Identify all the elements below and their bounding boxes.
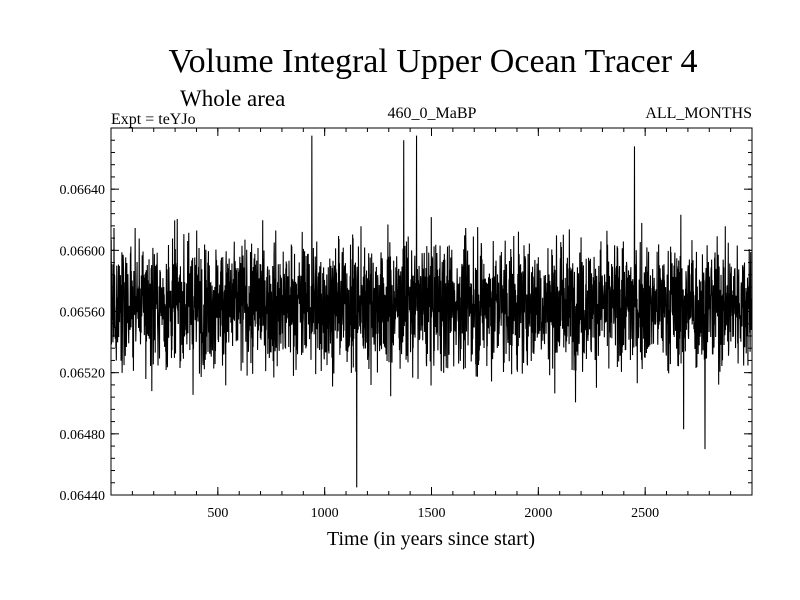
x-tick-label: 2000 [524,506,552,521]
series-line [110,135,753,488]
y-tick-label: 0.06440 [60,489,106,504]
x-tick-label: 2500 [631,506,659,521]
data-series-group [110,135,753,488]
y-tick-label: 0.06640 [60,183,106,198]
x-axis: 500 1000 1500 2000 2500 [110,128,753,521]
months-label: ALL_MONTHS [645,105,752,122]
chart-title: Volume Integral Upper Ocean Tracer 4 [168,43,697,80]
x-tick-label: 1500 [418,506,446,521]
y-tick-label: 0.06520 [60,367,106,382]
chart-subtitle: Whole area [180,86,285,111]
experiment-label: Expt = teYJo [111,111,196,128]
y-tick-label: 0.06600 [60,244,106,259]
y-tick-label: 0.06560 [60,306,106,321]
x-axis-label: Time (in years since start) [327,528,535,550]
plot-frame [110,127,753,496]
y-tick-label: 0.06480 [60,428,106,443]
period-label: 460_0_MaBP [388,105,477,122]
x-tick-label: 500 [207,506,228,521]
x-tick-label: 1000 [311,506,339,521]
